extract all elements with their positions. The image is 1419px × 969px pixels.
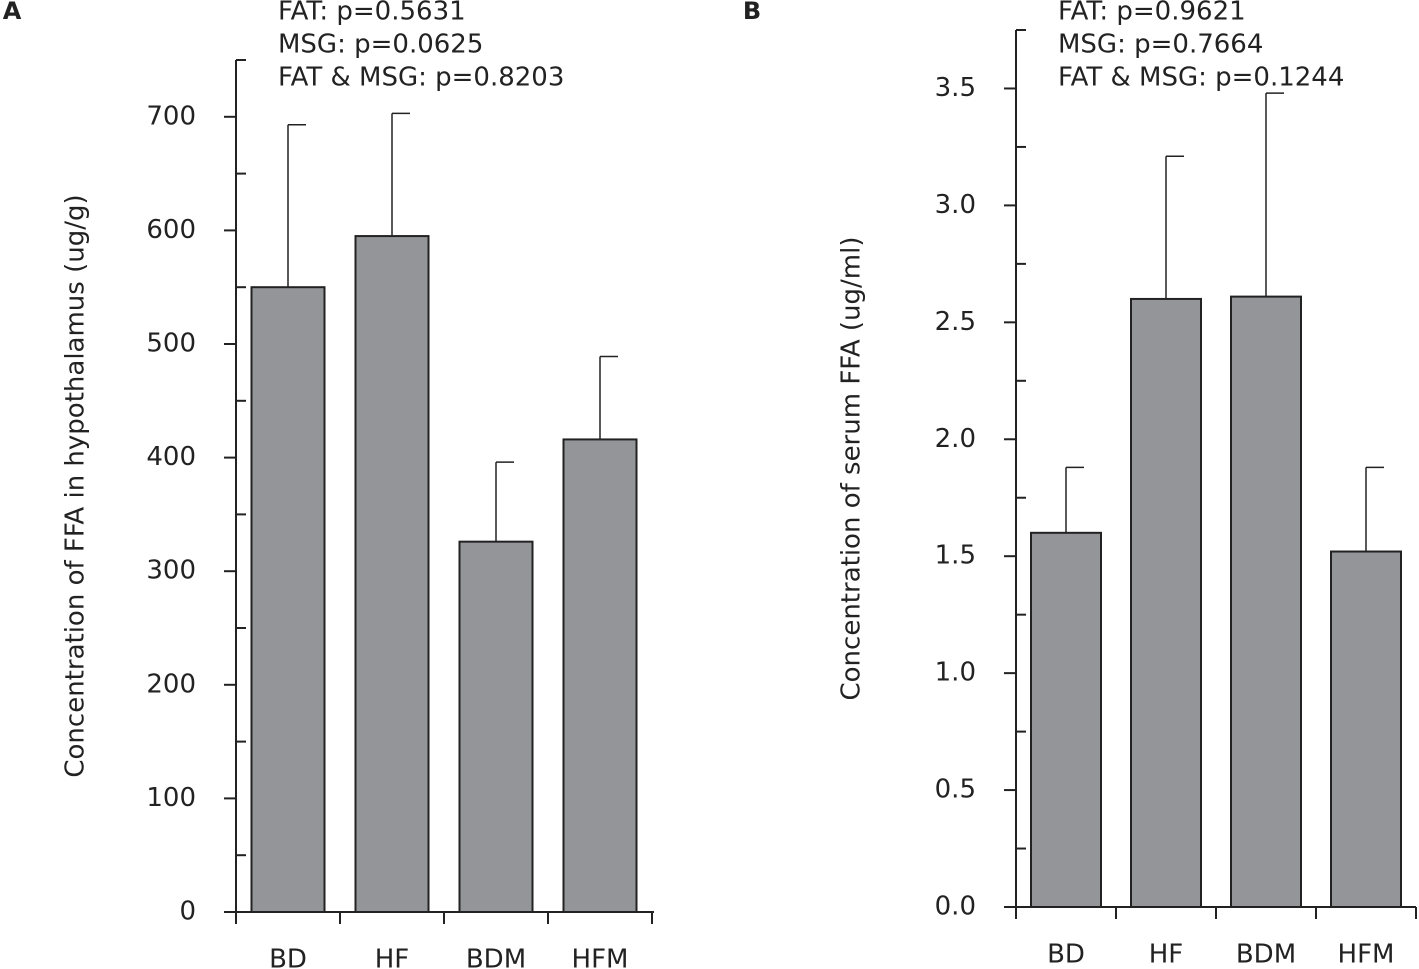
y-tick-label: 2.5 <box>935 307 976 337</box>
annotation: FAT & MSG: p=0.1244 <box>1058 63 1344 93</box>
y-tick-label: 3.5 <box>935 73 976 103</box>
bar <box>1130 297 1202 908</box>
panel-label: B <box>743 0 761 25</box>
y-tick-label: 500 <box>146 329 196 359</box>
x-tick-label: BDM <box>466 945 526 969</box>
bar <box>250 286 326 913</box>
y-tick-label: 0.0 <box>935 892 976 922</box>
y-tick-label: 1.0 <box>935 658 976 688</box>
y-tick-label: 1.5 <box>935 541 976 571</box>
x-tick-label: HFM <box>1338 940 1395 969</box>
y-tick-label: 0 <box>179 897 196 927</box>
bar <box>1030 531 1102 909</box>
annotation: FAT & MSG: p=0.8203 <box>278 63 564 93</box>
bar <box>1230 295 1302 909</box>
x-tick-label: HFM <box>572 945 629 969</box>
x-tick-label: BDM <box>1236 940 1296 969</box>
y-tick-label: 100 <box>146 783 196 813</box>
y-tick-label: 0.5 <box>935 775 976 805</box>
bar <box>458 540 534 913</box>
annotation: FAT: p=0.5631 <box>278 0 466 27</box>
y-tick-label: 400 <box>146 442 196 472</box>
y-tick-label: 2.0 <box>935 424 976 454</box>
bar <box>562 438 638 913</box>
x-tick-label: HF <box>1149 940 1184 969</box>
y-tick-label: 300 <box>146 556 196 586</box>
annotation: FAT: p=0.9621 <box>1058 0 1246 27</box>
annotation: MSG: p=0.0625 <box>278 30 483 60</box>
x-tick-label: BD <box>269 945 307 969</box>
y-axis-label: Concentration of serum FFA (ug/ml) <box>837 237 867 701</box>
bar <box>1330 550 1402 908</box>
x-tick-label: HF <box>375 945 410 969</box>
y-tick-label: 3.0 <box>935 190 976 220</box>
y-tick-label: 600 <box>146 215 196 245</box>
y-axis-label: Concentration of FFA in hypothalamus (ug… <box>61 194 91 777</box>
panel-label: A <box>3 0 22 25</box>
annotation: MSG: p=0.7664 <box>1058 30 1263 60</box>
y-tick-label: 200 <box>146 669 196 699</box>
y-tick-label: 700 <box>146 101 196 131</box>
bar <box>354 235 430 913</box>
x-tick-label: BD <box>1047 940 1085 969</box>
